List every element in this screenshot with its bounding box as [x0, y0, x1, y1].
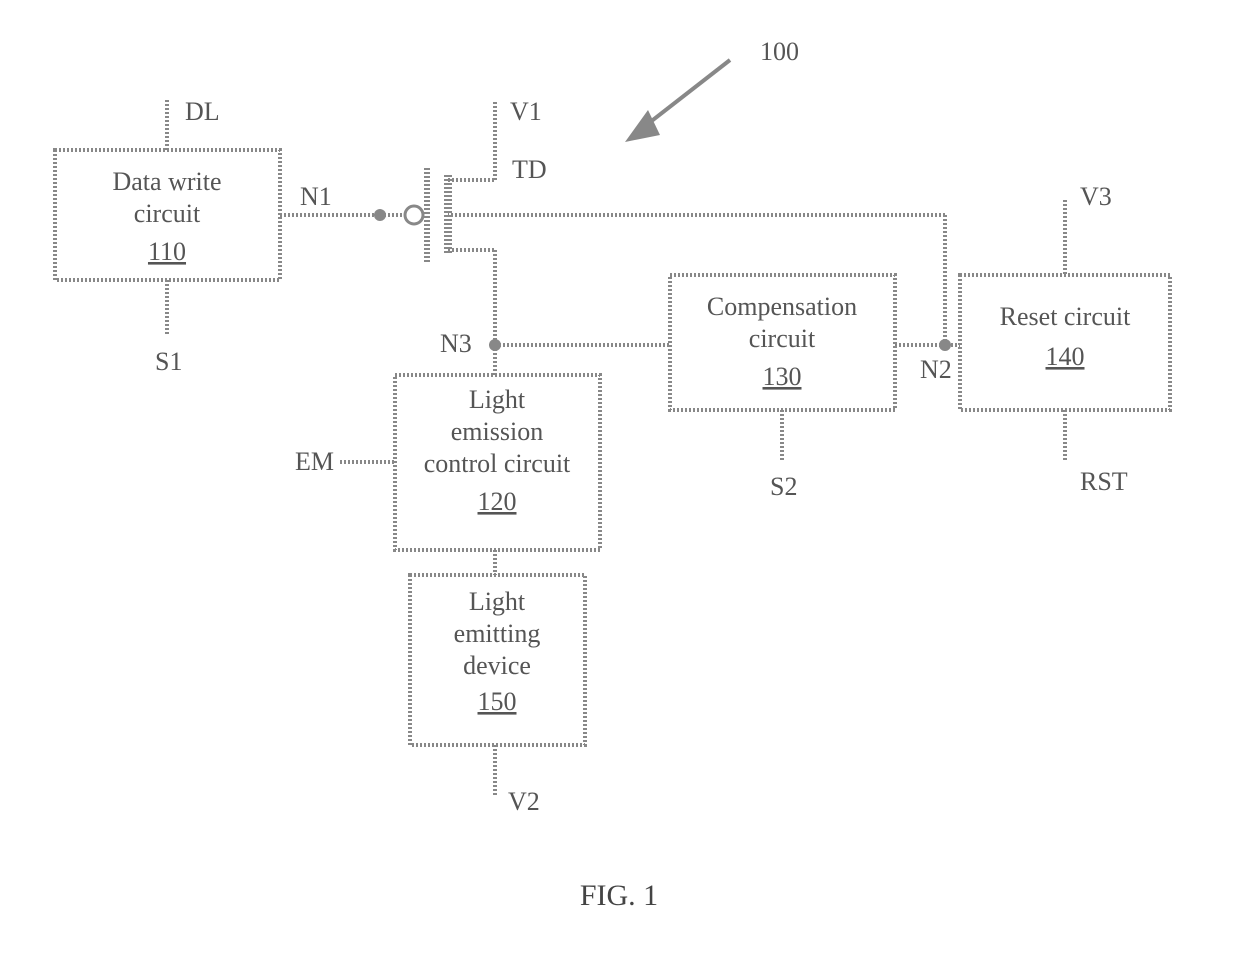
svg-text:emitting: emitting: [454, 619, 541, 648]
svg-text:Reset circuit: Reset circuit: [1000, 302, 1131, 331]
svg-text:Compensation: Compensation: [707, 292, 857, 321]
box-reset: Reset circuit 140: [960, 275, 1170, 410]
label-V1: V1: [510, 97, 542, 126]
ref-label-100: 100: [760, 37, 799, 66]
label-S2: S2: [770, 472, 797, 501]
svg-text:circuit: circuit: [749, 324, 816, 353]
circuit-diagram: 100 Data write circuit 110 DL S1 N1 V1 T…: [0, 0, 1239, 960]
box-light-emission-control: Light emission control circuit 120: [395, 375, 600, 550]
svg-text:120: 120: [478, 487, 517, 516]
ref-arrow-100: 100: [625, 37, 799, 142]
box-light-emitting-device: Light emitting device 150: [410, 575, 585, 745]
label-TD: TD: [512, 155, 547, 184]
svg-text:Light: Light: [469, 385, 526, 414]
svg-text:150: 150: [478, 687, 517, 716]
label-RST: RST: [1080, 467, 1128, 496]
box-compensation: Compensation circuit 130: [670, 275, 895, 410]
svg-text:130: 130: [763, 362, 802, 391]
label-N3: N3: [440, 329, 472, 358]
svg-text:control circuit: control circuit: [424, 449, 571, 478]
svg-text:circuit: circuit: [134, 199, 201, 228]
label-N1: N1: [300, 182, 332, 211]
label-N2: N2: [920, 355, 952, 384]
svg-text:140: 140: [1046, 342, 1085, 371]
svg-text:Light: Light: [469, 587, 526, 616]
label-DL: DL: [185, 97, 220, 126]
box-data-write: Data write circuit 110: [55, 150, 280, 280]
label-S1: S1: [155, 347, 182, 376]
label-V2: V2: [508, 787, 540, 816]
label-EM: EM: [295, 447, 334, 476]
svg-text:110: 110: [148, 237, 186, 266]
svg-text:Data write: Data write: [112, 167, 221, 196]
label-V3: V3: [1080, 182, 1112, 211]
transistor-TD: [380, 100, 495, 345]
svg-text:emission: emission: [451, 417, 543, 446]
svg-text:device: device: [463, 651, 531, 680]
figure-caption: FIG. 1: [580, 879, 658, 912]
